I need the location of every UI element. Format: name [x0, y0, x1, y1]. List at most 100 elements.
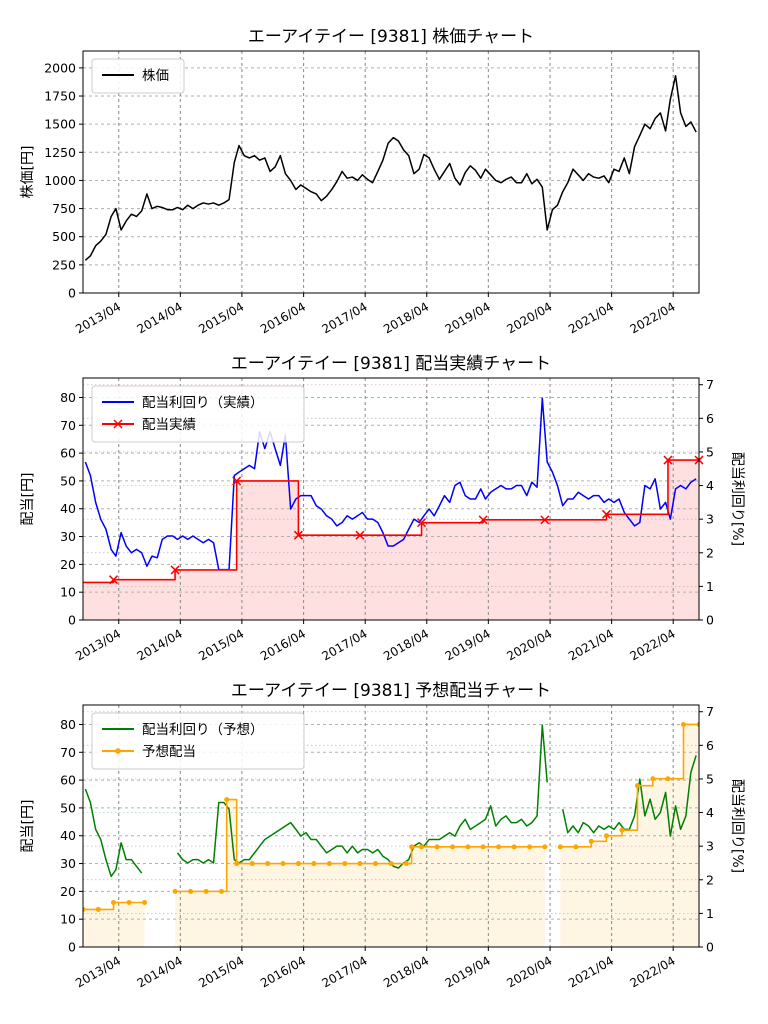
plot-area [83, 705, 699, 947]
x-tick-label: 2017/04 [320, 299, 370, 336]
data-point [203, 888, 209, 894]
x-tick-label: 2022/04 [628, 626, 678, 663]
data-point [634, 783, 640, 789]
x-tick-label: 2020/04 [504, 299, 554, 336]
x-tick-label: 2016/04 [258, 299, 308, 336]
y-tick-label: 500 [52, 229, 76, 244]
legend-label: 配当実績 [142, 417, 196, 433]
y2-tick-label: 4 [706, 478, 714, 493]
data-point [142, 899, 148, 905]
data-marker [478, 515, 488, 525]
x-tick-label: 2021/04 [566, 953, 616, 990]
y-tick-label: 250 [52, 257, 76, 272]
y-tick-label: 70 [60, 745, 76, 760]
y2-tick-label: 5 [706, 444, 714, 459]
data-point [280, 861, 286, 867]
data-point [696, 721, 699, 727]
data-point [680, 721, 686, 727]
y-tick-label: 1750 [44, 89, 76, 104]
y2-tick-label: 6 [706, 738, 714, 753]
legend-box [91, 58, 185, 94]
data-point [542, 844, 548, 850]
legend-label: 株価 [142, 68, 169, 84]
data-point [111, 899, 117, 905]
y-tick-label: 40 [60, 501, 76, 516]
legend: 配当利回り（予想） 予想配当 [91, 712, 305, 770]
data-marker [232, 476, 242, 486]
x-tick-label: 2017/04 [320, 626, 370, 663]
area-fill-2-1 [83, 460, 699, 620]
data-marker [416, 518, 427, 528]
x-tick-label: 2015/04 [196, 953, 246, 990]
x-tick-label: 2014/04 [135, 953, 185, 990]
x-tick-label: 2017/04 [320, 953, 370, 990]
data-marker [663, 455, 673, 465]
data-point [511, 844, 517, 850]
chart-title: エーアイテイー [9381] 株価チャート [248, 27, 534, 47]
x-tick-label: 2019/04 [443, 299, 493, 336]
y-tick-label: 1250 [44, 145, 76, 160]
data-point [434, 844, 440, 850]
y2-tick-label: 6 [706, 411, 714, 426]
x-tick-label: 2016/04 [258, 626, 308, 663]
series-line-1-1 [84, 397, 697, 571]
y-tick-label: 30 [60, 529, 76, 544]
x-tick-label: 2014/04 [135, 626, 185, 663]
x-tick-label: 2018/04 [381, 626, 431, 663]
y2-tick-label: 1 [706, 906, 714, 921]
series-line-1-1 [84, 788, 143, 878]
y-tick-label: 70 [60, 418, 76, 433]
series-line-1-3 [561, 755, 697, 837]
data-point [265, 861, 271, 867]
x-tick-label: 2015/04 [196, 626, 246, 663]
y-tick-label: 20 [60, 884, 76, 899]
data-marker [108, 575, 119, 585]
area-fill-2-1 [83, 902, 145, 947]
y-tick-label: 0 [68, 940, 76, 955]
data-point [480, 844, 486, 850]
legend-box [91, 712, 305, 770]
data-point [357, 861, 363, 867]
data-point [496, 844, 502, 850]
plot-area [83, 51, 699, 293]
x-tick-label: 2019/04 [443, 626, 493, 663]
x-tick-label: 2013/04 [73, 953, 123, 990]
data-point [218, 888, 224, 894]
data-point [665, 776, 671, 782]
data-point [465, 844, 471, 850]
y2-tick-label: 0 [706, 940, 714, 955]
chart-title: エーアイテイー [9381] 配当実績チャート [231, 354, 551, 374]
y-tick-label: 1000 [44, 173, 76, 188]
x-tick-label: 2018/04 [381, 299, 431, 336]
x-tick-label: 2018/04 [381, 953, 431, 990]
x-tick-label: 2022/04 [628, 299, 678, 336]
y-tick-label: 60 [60, 446, 76, 461]
y2-tick-label: 7 [706, 704, 714, 719]
data-point [188, 888, 194, 894]
y-axis-label: 株価[円] [20, 146, 36, 199]
y2-tick-label: 3 [706, 839, 714, 854]
data-marker [540, 515, 550, 525]
data-point [95, 906, 101, 912]
y-tick-label: 80 [60, 390, 76, 405]
data-point [326, 861, 332, 867]
x-tick-label: 2021/04 [566, 299, 616, 336]
data-marker [601, 509, 611, 519]
y-tick-label: 0 [68, 286, 76, 301]
data-point [126, 899, 132, 905]
data-point [588, 838, 594, 844]
data-point [650, 776, 656, 782]
legend-label: 予想配当 [142, 744, 196, 760]
data-point [573, 844, 579, 850]
data-point [172, 888, 178, 894]
y-tick-label: 30 [60, 856, 76, 871]
data-point [234, 861, 240, 867]
data-point [249, 861, 255, 867]
data-point [526, 844, 532, 850]
y2-tick-label: 1 [706, 579, 714, 594]
data-point [450, 844, 456, 850]
data-point [603, 833, 609, 839]
data-point [372, 861, 378, 867]
x-tick-label: 2013/04 [73, 626, 123, 663]
